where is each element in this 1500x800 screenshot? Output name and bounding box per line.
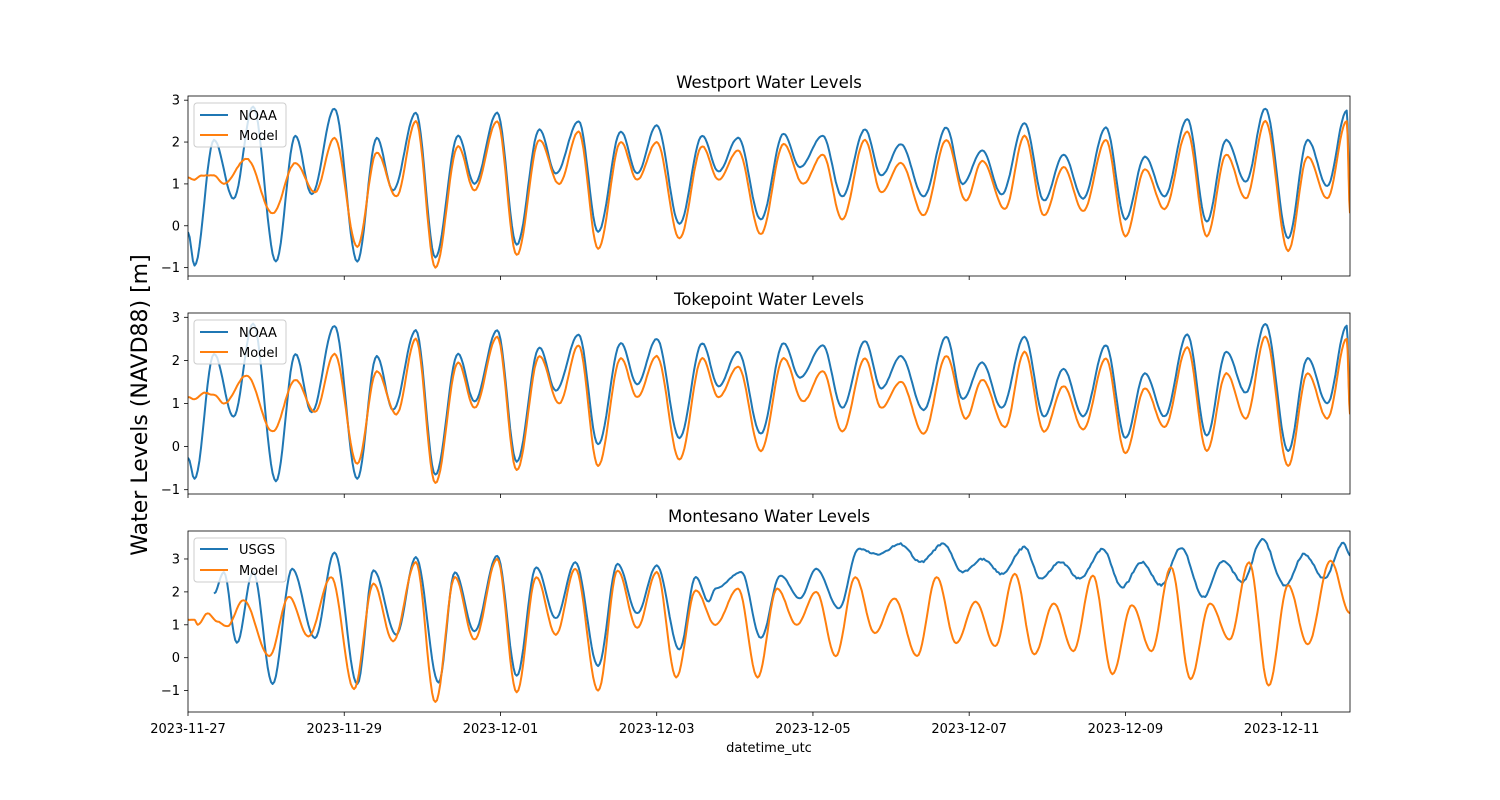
y-tick-label: 3 — [172, 94, 180, 109]
x-axis-label: datetime_utc — [726, 741, 812, 756]
montesano-title: Montesano Water Levels — [668, 507, 870, 526]
tokepoint-plot-area — [188, 322, 1350, 484]
legend-label-model: Model — [239, 129, 278, 144]
series-line-model — [188, 557, 1350, 703]
y-tick-label: 0 — [172, 219, 180, 234]
series-line-noaa — [188, 105, 1350, 267]
tokepoint-title: Tokepoint Water Levels — [673, 290, 864, 309]
y-tick-label: 0 — [172, 651, 180, 666]
legend-label-model: Model — [239, 346, 278, 361]
x-tick-label: 2023-11-27 — [150, 722, 226, 737]
series-line-model — [188, 119, 1350, 269]
y-tick-label: 2 — [172, 585, 180, 600]
x-tick-label: 2023-11-29 — [306, 722, 382, 737]
x-tick-label: 2023-12-05 — [775, 722, 851, 737]
x-tick-label: 2023-12-09 — [1088, 722, 1164, 737]
montesano-panel: Montesano Water Levels USGS Model −1 0 1 2 3… — [150, 507, 1351, 737]
y-tick-label: −1 — [161, 483, 180, 498]
legend-label-noaa: NOAA — [239, 326, 277, 341]
westport-legend: NOAA Model — [193, 102, 287, 148]
westport-axes-frame — [187, 95, 1351, 277]
y-tick-label: 2 — [172, 136, 180, 151]
y-tick-label: −1 — [161, 684, 180, 699]
y-tick-label: 3 — [172, 311, 180, 326]
legend-label-model: Model — [239, 564, 278, 579]
y-axis-label: Water Levels (NAVD88) [m] — [128, 254, 153, 555]
y-tick-label: 3 — [172, 552, 180, 567]
y-tick-label: 2 — [172, 354, 180, 369]
westport-plot-area — [188, 105, 1350, 269]
montesano-plot-area — [188, 537, 1350, 703]
legend-label-usgs: USGS — [239, 543, 275, 558]
y-tick-label: 1 — [172, 177, 180, 192]
x-tick-label: 2023-12-03 — [619, 722, 695, 737]
x-tick-label: 2023-12-01 — [463, 722, 539, 737]
westport-title: Westport Water Levels — [676, 73, 862, 92]
legend-label-noaa: NOAA — [239, 109, 277, 124]
montesano-axes-frame — [187, 530, 1351, 713]
tokepoint-legend: NOAA Model — [193, 319, 287, 365]
y-tick-label: 1 — [172, 397, 180, 412]
x-tick-label: 2023-12-11 — [1244, 722, 1320, 737]
x-tick-label: 2023-12-07 — [931, 722, 1007, 737]
y-tick-label: 0 — [172, 440, 180, 455]
y-tick-label: −1 — [161, 261, 180, 276]
series-line-model — [188, 335, 1350, 484]
tokepoint-panel: Tokepoint Water Levels NOAA Model −1 0 1 2 3 — [161, 290, 1351, 498]
montesano-legend: USGS Model — [193, 537, 287, 583]
westport-panel: Westport Water Levels NOAA Model −1 0 1 2 3 — [161, 73, 1351, 280]
series-line-noaa — [188, 322, 1350, 483]
y-tick-label: 1 — [172, 618, 180, 633]
